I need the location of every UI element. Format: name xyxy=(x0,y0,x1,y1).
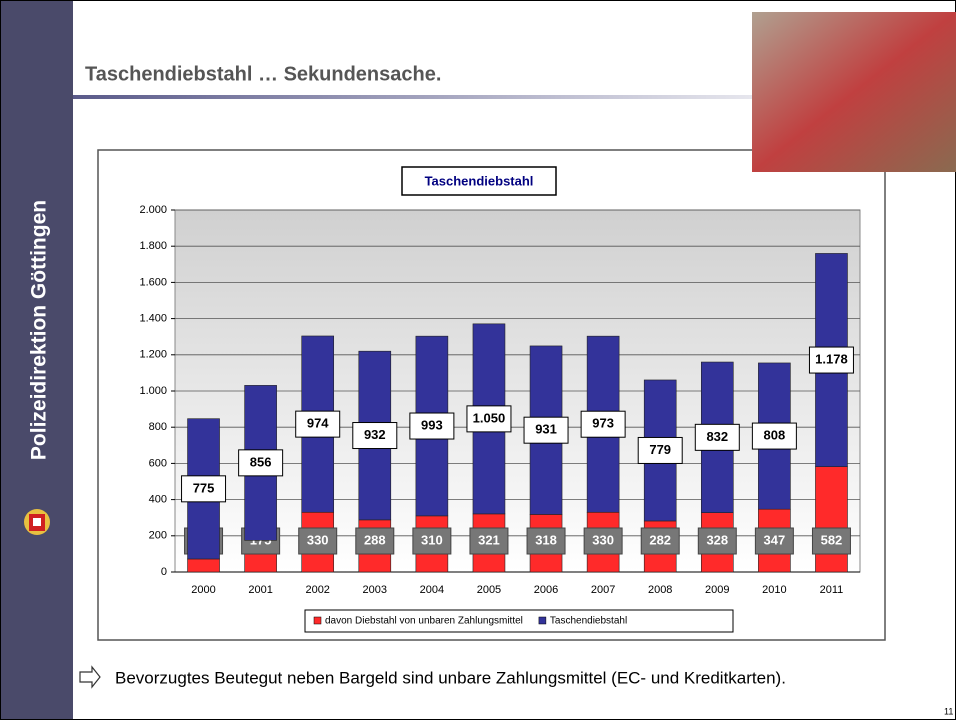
legend-label: Taschendiebstahl xyxy=(550,616,627,627)
value-label-box xyxy=(295,410,341,438)
value-label: 282 xyxy=(649,532,671,547)
value-label-box xyxy=(808,346,854,374)
value-label-box xyxy=(811,527,851,555)
y-tick-label: 1.000 xyxy=(139,385,167,397)
bar-segment xyxy=(815,466,848,573)
value-label: 330 xyxy=(307,532,329,547)
y-tick-label: 1.400 xyxy=(139,313,167,325)
x-tick-label: 2008 xyxy=(648,584,672,596)
value-label-box xyxy=(352,422,398,450)
x-tick-label: 2007 xyxy=(591,584,615,596)
value-label: 931 xyxy=(535,422,557,437)
value-label: 330 xyxy=(592,532,614,547)
slide-title: Taschendiebstahl … Sekundensache. xyxy=(85,63,441,85)
value-label: 328 xyxy=(706,532,728,547)
value-label: 582 xyxy=(821,532,843,547)
value-label: 1.178 xyxy=(815,351,848,366)
bullet-arrow xyxy=(79,665,101,689)
x-tick-label: 2009 xyxy=(705,584,729,596)
y-tick-label: 200 xyxy=(149,530,167,542)
bullet-text: Bevorzugtes Beutegut neben Bargeld sind … xyxy=(115,668,786,687)
legend-swatch xyxy=(538,616,547,625)
x-tick-label: 2010 xyxy=(762,584,786,596)
sidebar-text: Polizeidirektion Göttingen xyxy=(28,200,51,460)
y-tick-label: 2.000 xyxy=(139,204,167,216)
x-tick-label: 2000 xyxy=(191,584,215,596)
value-label: 808 xyxy=(764,428,786,443)
value-label: 856 xyxy=(250,454,272,469)
value-label: 310 xyxy=(421,532,443,547)
value-label: 318 xyxy=(535,532,557,547)
value-label-box xyxy=(466,405,512,433)
chart-marks: 0 200 400 600 800 1.000 1.200 1.400 1.600 1.800 2.… xyxy=(139,204,860,633)
x-tick-label: 2011 xyxy=(820,584,844,596)
value-label-box xyxy=(640,527,680,555)
value-label-box xyxy=(694,423,740,451)
value-label-box xyxy=(181,475,227,503)
y-tick-label: 1.600 xyxy=(139,276,167,288)
value-label-box xyxy=(298,527,338,555)
value-label: 973 xyxy=(592,416,614,431)
value-label: 288 xyxy=(364,532,386,547)
value-label: 1.050 xyxy=(473,410,506,425)
x-tick-label: 2002 xyxy=(305,584,329,596)
value-label: 832 xyxy=(706,429,728,444)
value-label-box xyxy=(412,527,452,555)
y-tick-label: 600 xyxy=(149,457,167,469)
value-label-box xyxy=(238,449,284,477)
page-number: 11 xyxy=(944,706,953,716)
sidebar xyxy=(1,1,73,719)
value-label-box xyxy=(355,527,395,555)
legend-box xyxy=(304,609,734,633)
value-label: 347 xyxy=(764,532,786,547)
x-tick-label: 2001 xyxy=(248,584,272,596)
bar-segment xyxy=(187,558,220,573)
value-label: 932 xyxy=(364,427,386,442)
value-label: 321 xyxy=(478,532,500,547)
photo xyxy=(752,12,956,172)
chart-title: Taschendiebstahl xyxy=(425,173,534,188)
value-label-box xyxy=(526,527,566,555)
x-tick-label: 2005 xyxy=(477,584,501,596)
chart-title-box xyxy=(401,166,557,196)
value-label-box xyxy=(751,422,797,450)
x-tick-label: 2006 xyxy=(534,584,558,596)
value-label-box xyxy=(580,410,626,438)
legend-label: davon Diebstahl von unbaren Zahlungsmitt… xyxy=(325,616,523,627)
value-label-box xyxy=(409,412,455,440)
value-label-box xyxy=(583,527,623,555)
value-label-box xyxy=(469,527,509,555)
value-label: 779 xyxy=(649,442,671,457)
value-label-box xyxy=(523,416,569,444)
value-label-box xyxy=(697,527,737,555)
x-tick-label: 2004 xyxy=(420,584,444,596)
y-tick-label: 0 xyxy=(161,566,167,578)
value-label-box xyxy=(637,436,683,464)
title-rule xyxy=(73,95,873,99)
legend-swatch xyxy=(313,616,322,625)
value-label-box xyxy=(754,527,794,555)
y-tick-label: 800 xyxy=(149,421,167,433)
value-label: 775 xyxy=(193,480,215,495)
y-tick-label: 1.800 xyxy=(139,240,167,252)
y-tick-label: 400 xyxy=(149,494,167,506)
y-tick-label: 1.200 xyxy=(139,349,167,361)
value-label: 974 xyxy=(307,416,329,431)
value-label: 993 xyxy=(421,417,443,432)
x-tick-label: 2003 xyxy=(363,584,387,596)
coat-of-arms xyxy=(24,509,50,535)
